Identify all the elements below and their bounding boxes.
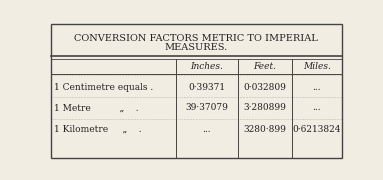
Text: 3280·899: 3280·899 bbox=[244, 125, 286, 134]
Text: CONVERSION FACTORS METRIC TO IMPERIAL: CONVERSION FACTORS METRIC TO IMPERIAL bbox=[74, 34, 318, 43]
Text: 1 Metre          „    .: 1 Metre „ . bbox=[54, 103, 139, 112]
Text: 39·37079: 39·37079 bbox=[185, 103, 228, 112]
Text: MEASURES.: MEASURES. bbox=[164, 43, 228, 52]
Text: 0·6213824: 0·6213824 bbox=[293, 125, 341, 134]
Text: 3·280899: 3·280899 bbox=[244, 103, 286, 112]
Text: 0·032809: 0·032809 bbox=[244, 83, 286, 92]
Text: ...: ... bbox=[313, 103, 321, 112]
Text: 1 Centimetre equals .: 1 Centimetre equals . bbox=[54, 83, 153, 92]
Text: Inches.: Inches. bbox=[190, 62, 223, 71]
Text: ...: ... bbox=[313, 83, 321, 92]
Text: ...: ... bbox=[203, 125, 211, 134]
Text: Feet.: Feet. bbox=[254, 62, 277, 71]
Text: Miles.: Miles. bbox=[303, 62, 331, 71]
Text: 0·39371: 0·39371 bbox=[188, 83, 225, 92]
Text: 1 Kilometre     „    .: 1 Kilometre „ . bbox=[54, 125, 142, 134]
